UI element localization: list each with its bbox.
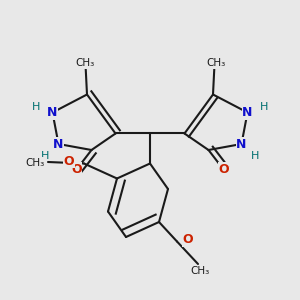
Text: H: H	[41, 151, 49, 161]
Text: H: H	[260, 101, 268, 112]
Text: CH₃: CH₃	[25, 158, 44, 168]
Text: O: O	[64, 154, 74, 168]
Text: CH₃: CH₃	[76, 58, 95, 68]
Text: CH₃: CH₃	[206, 58, 226, 68]
Text: O: O	[71, 163, 82, 176]
Text: O: O	[218, 163, 229, 176]
Text: N: N	[236, 137, 247, 151]
Text: N: N	[242, 106, 253, 119]
Text: N: N	[53, 137, 64, 151]
Text: N: N	[47, 106, 58, 119]
Text: H: H	[32, 101, 40, 112]
Text: O: O	[182, 233, 193, 246]
Text: H: H	[251, 151, 259, 161]
Text: CH₃: CH₃	[191, 266, 210, 276]
